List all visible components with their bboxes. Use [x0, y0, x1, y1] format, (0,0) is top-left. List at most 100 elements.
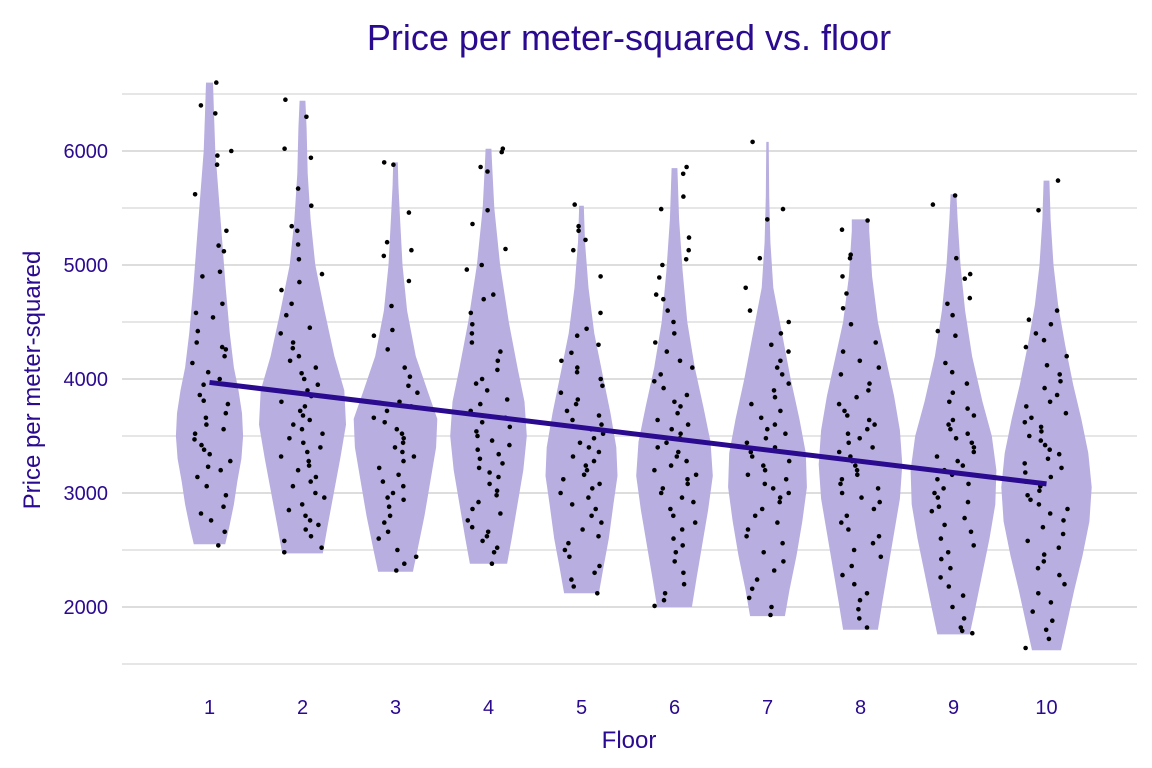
data-point	[600, 383, 605, 389]
data-point	[671, 513, 676, 519]
data-point	[464, 267, 470, 272]
data-point	[877, 499, 882, 505]
data-point	[839, 520, 844, 525]
data-point	[385, 495, 390, 500]
data-point	[947, 399, 952, 405]
data-point	[661, 597, 667, 603]
data-point	[680, 171, 686, 177]
data-point	[584, 467, 590, 473]
data-point	[307, 518, 313, 523]
data-point	[946, 584, 952, 589]
data-point	[391, 162, 396, 167]
data-point	[213, 111, 218, 116]
data-point	[876, 534, 882, 539]
data-point	[402, 561, 407, 566]
x-tick-label: 1	[204, 697, 215, 719]
data-point	[758, 415, 764, 421]
data-point	[1039, 429, 1044, 434]
y-axis-ticks: 2000 3000 4000 5000 6000	[64, 141, 109, 619]
data-point	[473, 381, 479, 386]
data-point	[484, 534, 490, 539]
data-point	[747, 308, 753, 313]
data-point	[192, 431, 198, 437]
data-point	[567, 554, 572, 560]
data-point	[592, 570, 597, 576]
data-point	[1041, 337, 1047, 343]
data-point	[218, 467, 223, 473]
data-point	[381, 160, 387, 165]
x-tick-label: 6	[669, 697, 680, 719]
data-point	[938, 536, 944, 541]
data-point	[290, 340, 296, 345]
data-point	[498, 349, 503, 354]
data-point	[941, 486, 946, 491]
data-point	[840, 274, 845, 279]
data-point	[296, 353, 302, 359]
data-point	[959, 628, 965, 634]
data-point	[591, 458, 597, 464]
data-point	[1048, 474, 1054, 480]
data-point	[679, 495, 685, 500]
data-point	[591, 436, 597, 441]
data-point	[971, 445, 977, 450]
data-point	[291, 422, 296, 427]
x-axis-title: Floor	[602, 727, 657, 754]
data-point	[781, 559, 786, 564]
data-point	[575, 397, 581, 402]
data-point	[385, 529, 391, 535]
data-point	[371, 415, 377, 421]
data-point	[407, 374, 413, 380]
trend-line	[209, 379, 1047, 487]
data-point	[300, 413, 306, 418]
data-point	[569, 350, 574, 356]
data-point	[598, 274, 603, 279]
data-point	[961, 616, 967, 621]
data-point	[748, 449, 754, 455]
data-point	[199, 442, 204, 448]
data-point	[478, 401, 483, 407]
data-point	[380, 479, 386, 484]
data-point	[836, 449, 842, 455]
data-point	[485, 169, 490, 174]
data-point	[210, 315, 216, 320]
data-point	[673, 550, 679, 555]
data-point	[1036, 502, 1042, 507]
data-point	[948, 565, 953, 571]
data-point	[857, 436, 862, 441]
x-tick-label: 9	[948, 697, 959, 719]
data-point	[1030, 609, 1035, 614]
data-point	[222, 529, 227, 535]
data-point	[778, 358, 783, 364]
data-point	[571, 584, 576, 589]
data-point	[289, 301, 294, 307]
data-point	[313, 365, 319, 370]
data-point	[1045, 456, 1051, 462]
data-point	[1057, 372, 1062, 377]
data-point	[1038, 438, 1044, 443]
data-point	[394, 426, 400, 432]
data-point	[854, 394, 859, 400]
data-point	[945, 301, 950, 307]
data-point	[195, 328, 201, 334]
data-point	[481, 296, 487, 302]
data-point	[971, 449, 977, 455]
data-point	[1055, 178, 1061, 183]
data-point	[743, 285, 748, 291]
data-point	[839, 227, 845, 232]
data-point	[1027, 433, 1032, 439]
data-point	[289, 223, 295, 229]
data-point	[316, 522, 321, 528]
data-point	[1041, 552, 1047, 557]
data-point	[507, 442, 512, 448]
data-point	[846, 527, 851, 532]
data-point	[786, 349, 791, 354]
data-point	[484, 388, 490, 393]
data-point	[1022, 420, 1028, 425]
violin-floor-7	[728, 141, 807, 617]
data-point	[848, 322, 854, 327]
data-point	[840, 572, 845, 578]
data-point	[290, 345, 296, 351]
data-point	[675, 410, 680, 416]
data-point	[586, 445, 592, 450]
data-point	[284, 312, 289, 318]
